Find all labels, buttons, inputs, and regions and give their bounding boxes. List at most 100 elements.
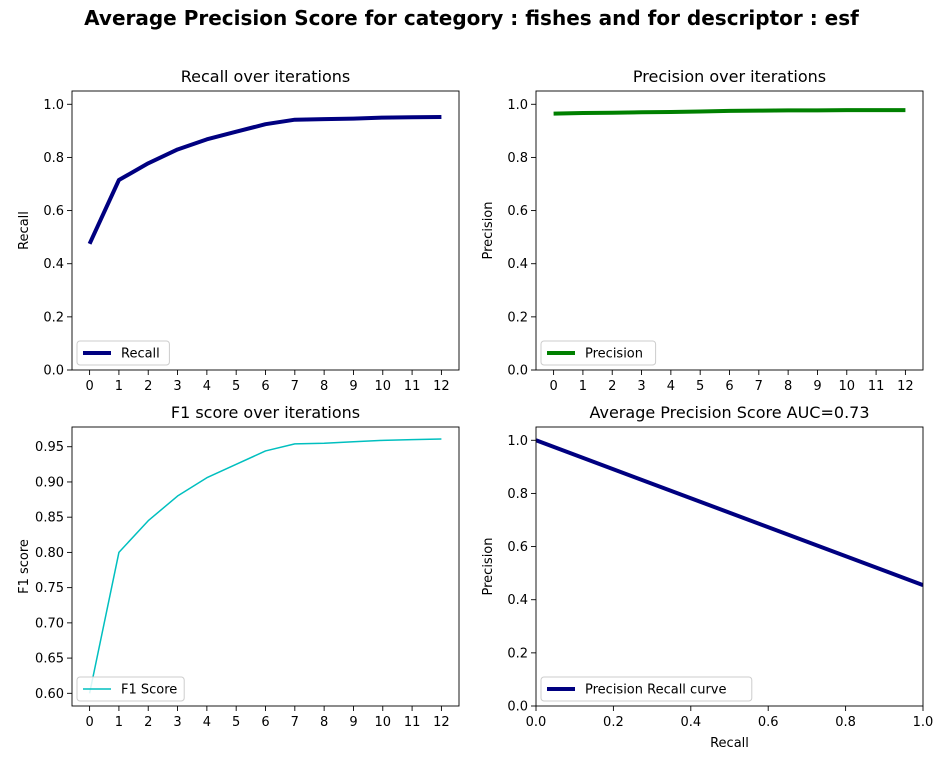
chart-0-xtick-label: 6 (261, 379, 269, 394)
chart-0-ytick-label: 1.0 (43, 98, 64, 113)
chart-1-legend-label: Precision (585, 347, 643, 362)
chart-3-ytick-label: 0.4 (507, 593, 528, 608)
chart-2-ytick-label: 0.65 (35, 652, 64, 667)
chart-3-ytick-label: 1.0 (507, 434, 528, 449)
chart-0-ytick-label: 0.8 (43, 151, 64, 166)
chart-1-legend: Precision (540, 340, 657, 366)
chart-3-xtick-label: 1.0 (913, 715, 934, 730)
chart-0-legend-label: Recall (121, 347, 160, 362)
chart-0-series-line (87, 115, 442, 245)
chart-2-xtick-label: 10 (374, 715, 391, 730)
chart-2-xtick-label: 5 (232, 715, 240, 730)
chart-2-ytick-label: 0.80 (35, 546, 64, 561)
chart-0-ytick-label: 0.6 (43, 204, 64, 219)
chart-0-xtick-label: 0 (85, 379, 93, 394)
chart-2-legend: F1 Score (76, 676, 185, 702)
chart-0-xtick-label: 7 (291, 379, 299, 394)
chart-3-ytick-label: 0.8 (507, 487, 528, 502)
figure-title: Average Precision Score for category : f… (84, 6, 859, 30)
chart-2-xtick-label: 7 (291, 715, 299, 730)
chart-2-legend-label: F1 Score (121, 683, 177, 698)
chart-2-xtick-label: 9 (349, 715, 357, 730)
chart-1-title: Precision over iterations (633, 67, 826, 86)
chart-0-ylabel: Recall (17, 211, 32, 250)
chart-1-xtick-label: 6 (725, 379, 733, 394)
chart-0-xtick-label: 12 (433, 379, 450, 394)
chart-1-ylabel: Precision (481, 201, 496, 259)
chart-3-xlabel: Recall (710, 736, 749, 751)
chart-2-xtick-label: 12 (433, 715, 450, 730)
chart-3-xtick-label: 0.4 (680, 715, 701, 730)
chart-1-xtick-label: 5 (696, 379, 704, 394)
chart-1-ytick-label: 0.6 (507, 204, 528, 219)
chart-3-title: Average Precision Score AUC=0.73 (589, 403, 869, 422)
chart-0-frame (71, 90, 460, 371)
chart-3-legend: Precision Recall curve (540, 676, 753, 702)
chart-2-title: F1 score over iterations (171, 403, 360, 422)
chart-2-xtick-label: 11 (404, 715, 421, 730)
chart-3-legend-label: Precision Recall curve (585, 683, 726, 698)
chart-2-ylabel: F1 score (17, 539, 32, 594)
chart-3-legend-box (540, 676, 753, 702)
chart-2-ytick-label: 0.85 (35, 511, 64, 526)
chart-0-ytick-label: 0.2 (43, 310, 64, 325)
chart-2-xtick-label: 6 (261, 715, 269, 730)
chart-2-series-line (88, 438, 442, 694)
f1-chart: F1 score over iterations F1 score 0 1 2 3 4 5 6 7… (17, 403, 460, 730)
chart-1-xtick-label: 12 (897, 379, 914, 394)
chart-3-xtick-label: 0.0 (526, 715, 547, 730)
chart-3-xtick-label: 0.8 (835, 715, 856, 730)
chart-1-xtick-label: 7 (755, 379, 763, 394)
chart-3-xtick-label: 0.6 (758, 715, 779, 730)
chart-2-frame (71, 426, 460, 707)
chart-2-legend-box (76, 676, 185, 702)
chart-3-xtick-label: 0.2 (603, 715, 624, 730)
chart-1-frame (535, 90, 924, 371)
chart-2-xtick-label: 4 (203, 715, 211, 730)
chart-2-ytick-label: 0.60 (35, 687, 64, 702)
chart-1-ytick-label: 0.0 (507, 364, 528, 379)
chart-0-xtick-label: 9 (349, 379, 357, 394)
chart-1-ytick-label: 0.2 (507, 310, 528, 325)
chart-1-xtick-label: 9 (813, 379, 821, 394)
chart-0-legend-box (76, 340, 170, 366)
pr-curve-chart: Average Precision Score AUC=0.73 Precisio… (481, 403, 933, 751)
chart-3-ytick-label: 0.2 (507, 646, 528, 661)
chart-2-xtick-label: 8 (320, 715, 328, 730)
chart-2-ytick-label: 0.90 (35, 475, 64, 490)
chart-0-xtick-label: 2 (144, 379, 152, 394)
chart-1-ytick-label: 0.8 (507, 151, 528, 166)
chart-2-xtick-label: 3 (173, 715, 181, 730)
chart-0-ytick-label: 0.4 (43, 257, 64, 272)
chart-2-xtick-label: 2 (144, 715, 152, 730)
chart-1-xtick-label: 10 (838, 379, 855, 394)
chart-1-ytick-label: 1.0 (507, 98, 528, 113)
chart-3-series-line (536, 438, 923, 587)
chart-0-ytick-label: 0.0 (43, 364, 64, 379)
chart-1-xtick-label: 3 (637, 379, 645, 394)
chart-1-xtick-label: 4 (667, 379, 675, 394)
chart-0-xtick-label: 8 (320, 379, 328, 394)
chart-1-xtick-label: 11 (868, 379, 885, 394)
chart-0-xtick-label: 4 (203, 379, 211, 394)
chart-3-ylabel: Precision (481, 537, 496, 595)
chart-0-title: Recall over iterations (181, 67, 351, 86)
chart-1-xtick-label: 2 (608, 379, 616, 394)
chart-0-xtick-label: 10 (374, 379, 391, 394)
chart-0-xtick-label: 1 (115, 379, 123, 394)
chart-2-ytick-label: 0.70 (35, 616, 64, 631)
chart-3-ytick-label: 0.6 (507, 540, 528, 555)
chart-3-frame (535, 426, 924, 707)
chart-2-xtick-label: 0 (85, 715, 93, 730)
chart-0-legend: Recall (76, 340, 170, 366)
chart-1-series-line (553, 108, 906, 116)
chart-1-xtick-label: 8 (784, 379, 792, 394)
chart-2-ytick-label: 0.75 (35, 581, 64, 596)
chart-1-legend-box (540, 340, 657, 366)
chart-0-xtick-label: 3 (173, 379, 181, 394)
chart-0-xtick-label: 11 (404, 379, 421, 394)
chart-1-xtick-label: 1 (579, 379, 587, 394)
